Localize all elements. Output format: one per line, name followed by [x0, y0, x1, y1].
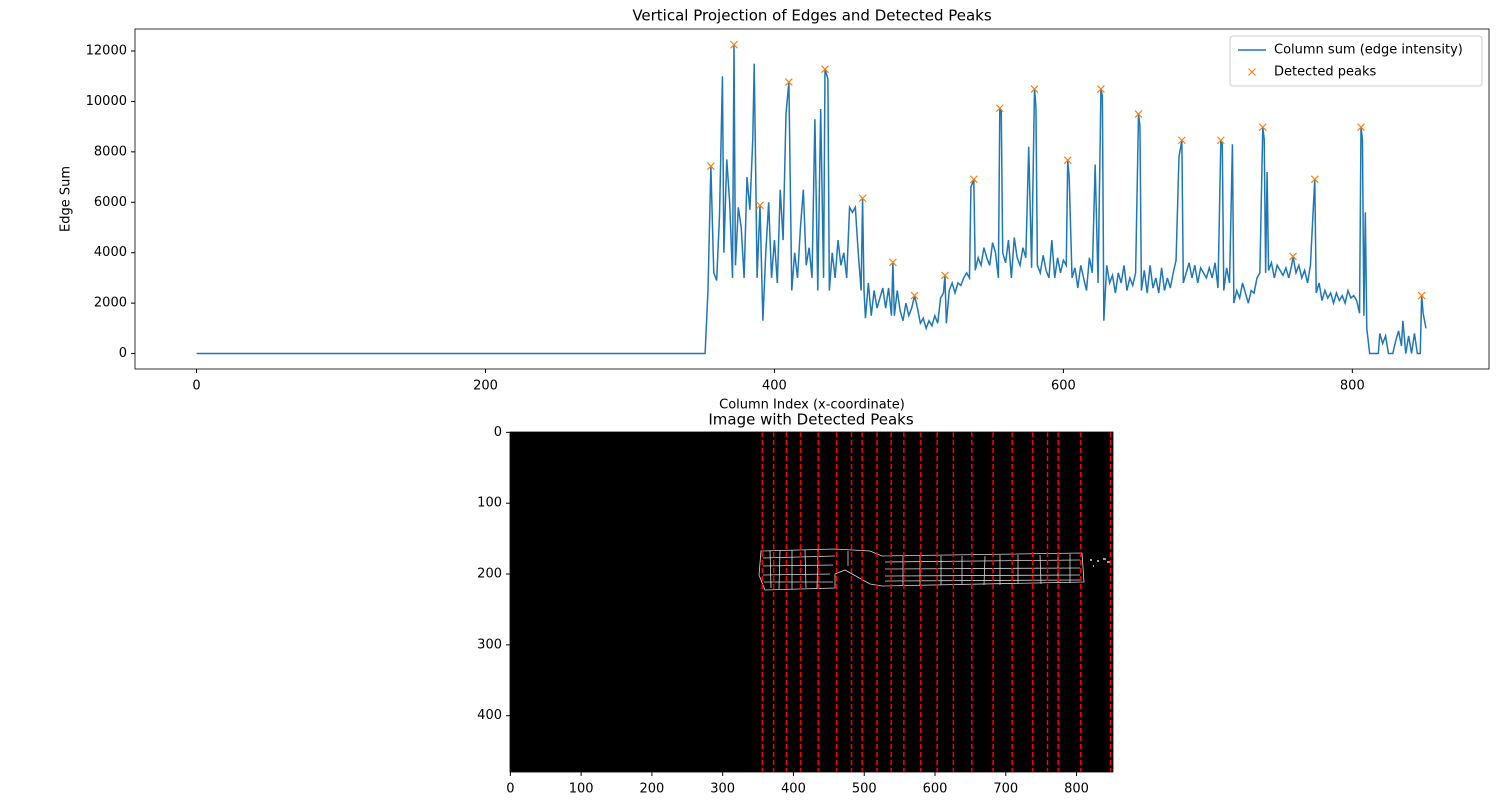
peak-marker: [940, 271, 949, 280]
legend-label: Detected peaks: [1274, 65, 1376, 80]
y-tick-label: 0: [494, 425, 502, 440]
x-tick-label: 700: [993, 782, 1018, 797]
x-tick-label: 0: [506, 782, 514, 797]
peak-marker: [1063, 156, 1072, 165]
x-axis-label: Column Index (x-coordinate): [719, 398, 905, 413]
x-tick-label: 300: [710, 782, 735, 797]
peak-marker: [1177, 136, 1186, 145]
peak-marker: [1097, 85, 1105, 94]
x-tick-label: 500: [852, 782, 877, 797]
x-tick-label: 200: [473, 379, 498, 394]
y-tick-label: 200: [477, 567, 502, 582]
peak-marker: [1258, 123, 1267, 132]
x-tick-label: 400: [781, 782, 806, 797]
y-tick-label: 0: [119, 346, 127, 361]
x-tick-label: 200: [639, 782, 664, 797]
y-tick-label: 8000: [94, 144, 127, 159]
data-line: [196, 44, 1427, 355]
peak-marker: [888, 258, 897, 267]
plot-area: [196, 40, 1427, 355]
axes-frame: [509, 431, 1114, 773]
y-tick-label: 6000: [94, 195, 127, 210]
peak-marker: [821, 65, 829, 74]
edge-image: [758, 548, 1110, 591]
x-tick-label: 600: [923, 782, 948, 797]
peak-marker: [1357, 123, 1365, 132]
peak-marker: [858, 194, 867, 203]
peak-marker: [706, 162, 715, 171]
y-tick-label: 300: [477, 637, 502, 652]
y-tick-label: 12000: [86, 44, 127, 59]
peak-marker: [756, 201, 764, 210]
x-tick-label: 100: [569, 782, 594, 797]
y-tick-label: 100: [477, 496, 502, 511]
peak-marker: [1289, 252, 1298, 261]
peak-marker: [784, 78, 793, 86]
peak-marker: [1030, 85, 1039, 94]
peak-marker: [730, 40, 738, 49]
y-tick-label: 10000: [86, 94, 127, 109]
peak-marker: [1310, 175, 1319, 184]
peak-marker: [910, 291, 919, 300]
peak-marker: [1134, 110, 1143, 118]
chart-title: Image with Detected Peaks: [708, 411, 913, 429]
x-tick-label: 400: [762, 379, 787, 394]
peak-marker: [1417, 291, 1426, 300]
legend-box: [1229, 35, 1483, 87]
legend-swatch: [1248, 68, 1256, 76]
x-tick-label: 600: [1051, 379, 1076, 394]
peak-marker: [969, 175, 978, 184]
chart-title: Vertical Projection of Edges and Detecte…: [632, 7, 992, 25]
x-tick-label: 800: [1064, 782, 1089, 797]
x-tick-label: 0: [192, 379, 200, 394]
x-tick-label: 800: [1340, 379, 1365, 394]
legend-label: Column sum (edge intensity): [1274, 43, 1463, 58]
image-background: [510, 432, 1113, 772]
y-axis-label: Edge Sum: [59, 166, 74, 232]
y-tick-label: 2000: [94, 296, 127, 311]
axes-frame: [134, 28, 1490, 370]
y-tick-label: 400: [477, 708, 502, 723]
peak-marker: [995, 104, 1004, 113]
y-tick-label: 4000: [94, 245, 127, 260]
peak-marker: [1216, 136, 1225, 145]
